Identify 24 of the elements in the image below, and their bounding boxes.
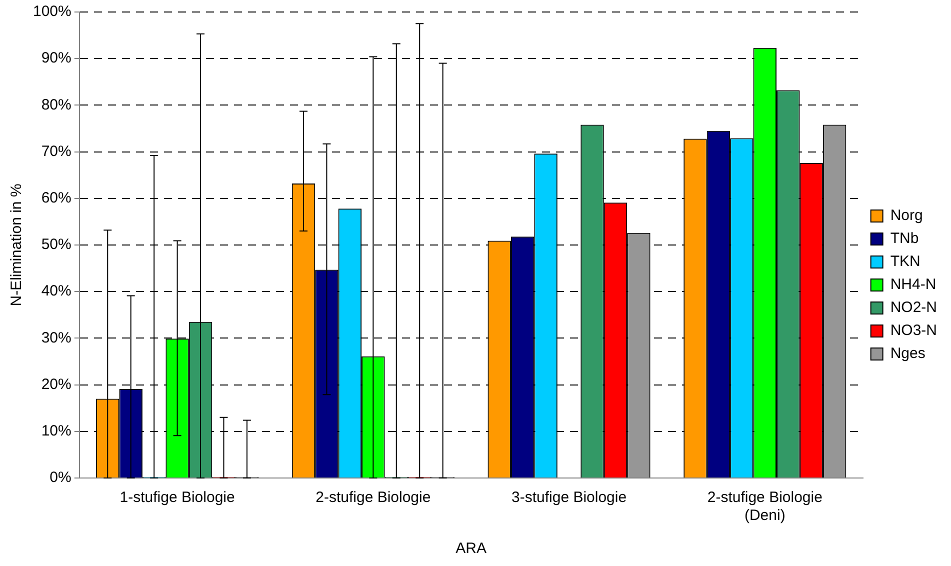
y-tick-label: 0% [50,469,72,486]
y-tick-label: 60% [41,190,72,207]
legend-label: NH4-N [890,276,936,294]
legend-label: TKN [890,253,920,270]
legend-label: TNb [890,230,919,248]
legend-label: NO2-N [890,299,937,316]
x-tick-label: 2-stufige Biologie (Deni) [707,489,822,524]
legend-label: NO3-N [890,322,937,340]
legend-label: Nges [890,345,926,362]
x-tick-label: 1-stufige Biologie [120,489,235,506]
y-axis-title: N-Elimination in % [8,184,26,306]
y-tick-label: 80% [41,96,72,114]
y-tick-label: 40% [41,282,72,300]
x-axis-title: ARA [456,540,487,558]
y-tick-label: 20% [41,376,72,393]
x-tick-label: 3-stufige Biologie [511,489,627,506]
y-tick-label: 10% [41,422,72,440]
y-tick-label: 50% [41,236,72,254]
y-tick-label: 30% [41,329,72,346]
x-tick-label: 2-stufige Biologie [316,489,431,506]
y-tick-label: 70% [41,142,72,160]
y-tick-label: 90% [41,50,72,67]
y-tick-label: 100% [32,3,72,20]
legend-label: Norg [890,207,923,224]
